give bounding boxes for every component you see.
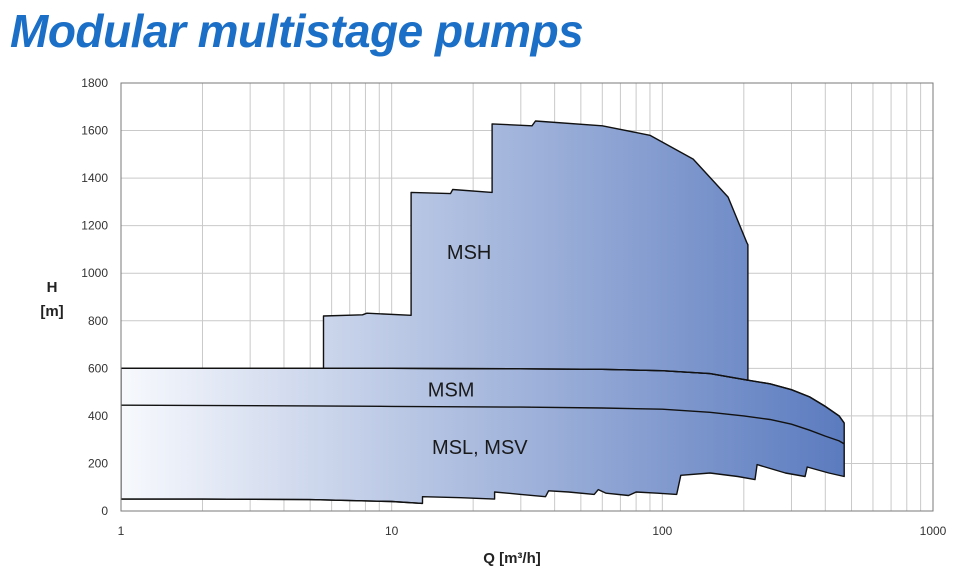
region-area-msh: [322, 120, 749, 381]
y-tick-label: 800: [88, 314, 108, 328]
y-axis-label-unit: [m]: [40, 303, 63, 320]
region-label-msh: MSH: [447, 242, 491, 264]
y-tick-label: 600: [88, 361, 108, 375]
y-axis-label-h: H: [47, 279, 58, 296]
y-tick-label: 200: [88, 456, 108, 470]
y-tick-label: 0: [101, 504, 108, 518]
boundary-curve-1: [121, 367, 845, 424]
x-tick-label: 1: [118, 524, 125, 538]
x-tick-label: 1000: [920, 524, 947, 538]
y-tick-label: 1800: [81, 76, 108, 90]
region-labels: MSH MSM MSL, MSV: [428, 242, 528, 459]
y-tick-label: 400: [88, 409, 108, 423]
tick-labels: 1 10 100 1000 0 200 400 600 800 1000 1200 1400 1600 1…: [81, 76, 946, 538]
chart-title: Modular multistage pumps: [10, 5, 584, 57]
y-tick-label: 1400: [81, 171, 108, 185]
region-label-msm: MSM: [428, 380, 475, 402]
x-tick-label: 10: [385, 524, 399, 538]
region-label-msl-msv: MSL, MSV: [432, 437, 528, 459]
y-tick-label: 1200: [81, 219, 108, 233]
x-tick-label: 100: [652, 524, 672, 538]
boundary-curve-2: [120, 404, 845, 445]
y-tick-label: 1600: [81, 124, 108, 138]
x-axis-label: Q [m³/h]: [483, 550, 541, 567]
boundary-curve-3: [121, 498, 423, 505]
curves: [120, 367, 845, 505]
y-tick-label: 1000: [81, 266, 108, 280]
plot-frame: [120, 82, 934, 512]
